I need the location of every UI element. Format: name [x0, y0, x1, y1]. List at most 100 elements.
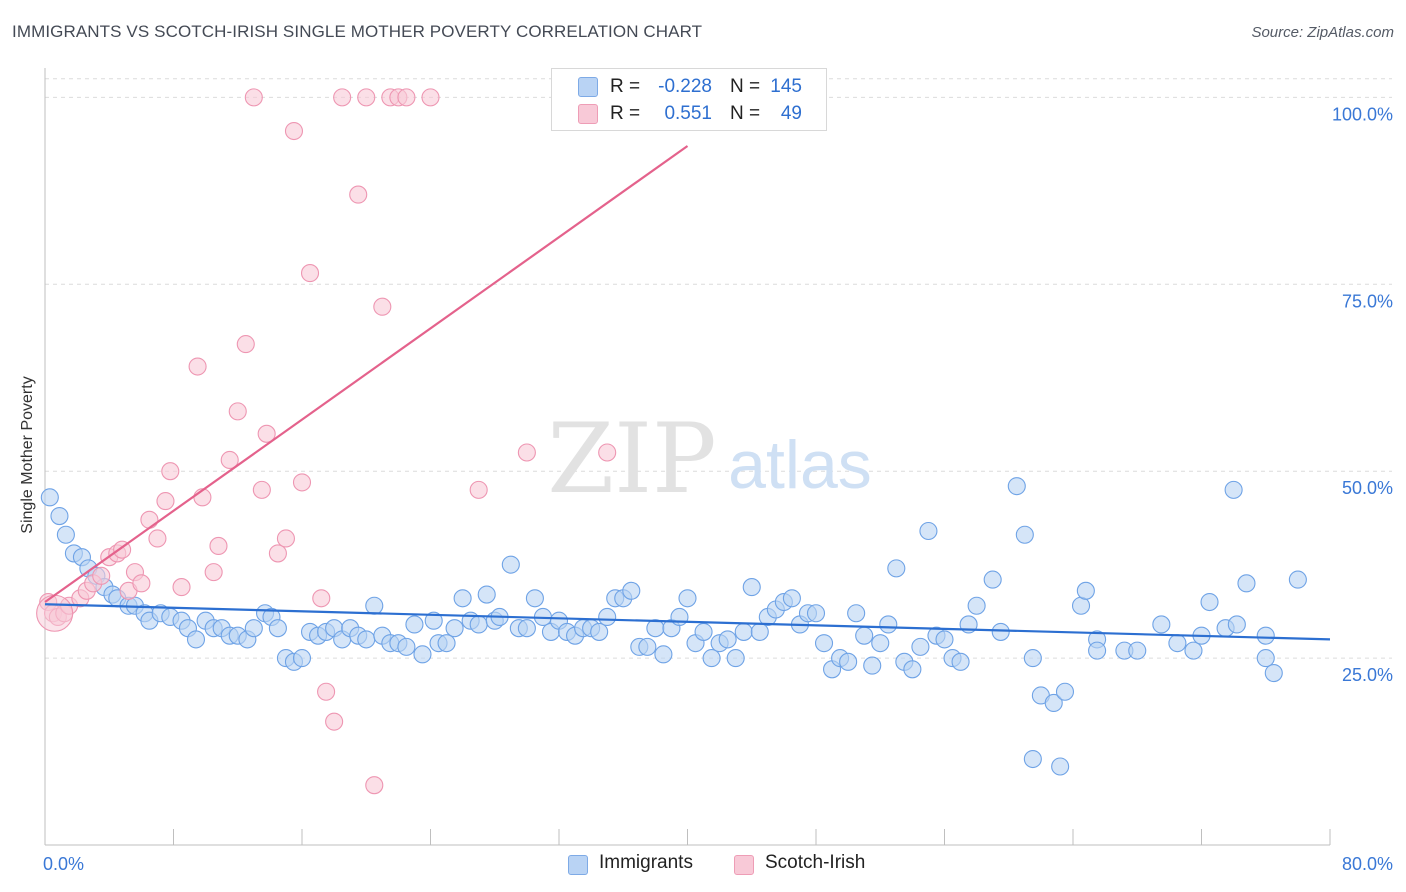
point-immigrants	[726, 649, 745, 668]
y-tick-label: 50.0%	[1342, 478, 1393, 498]
point-immigrants	[1264, 663, 1283, 683]
point-scotch-irish	[236, 335, 255, 354]
point-immigrants	[1224, 480, 1243, 499]
point-immigrants	[453, 589, 472, 608]
point-immigrants	[424, 611, 443, 630]
point-immigrants	[1256, 626, 1275, 645]
point-immigrants	[357, 630, 376, 649]
point-immigrants	[1071, 596, 1091, 615]
point-immigrants	[718, 630, 737, 649]
point-scotch-irish	[349, 185, 368, 204]
point-immigrants	[365, 596, 384, 615]
point-immigrants	[839, 652, 858, 671]
point-immigrants	[871, 634, 890, 653]
point-immigrants	[1055, 682, 1075, 701]
point-immigrants	[292, 649, 312, 668]
trend-lines	[44, 145, 1331, 641]
legend-swatch-immigrants	[568, 855, 588, 875]
point-immigrants	[413, 645, 432, 664]
series-immigrants	[40, 477, 1307, 776]
point-immigrants	[887, 559, 906, 578]
point-immigrants	[678, 589, 697, 608]
legend-row-immigrants: R = -0.228 N = 145	[552, 73, 826, 99]
legend-row-scotch-irish: R = 0.551 N = 49	[552, 100, 826, 126]
source-label: Source: ZipAtlas.com	[1251, 24, 1394, 41]
point-immigrants	[967, 596, 986, 615]
point-immigrants	[1044, 693, 1063, 713]
point-scotch-irish	[132, 574, 151, 593]
point-immigrants	[50, 506, 69, 526]
point-immigrants	[1288, 570, 1307, 589]
point-scotch-irish	[220, 450, 239, 470]
point-immigrants	[244, 619, 263, 638]
point-immigrants	[56, 525, 75, 544]
point-immigrants	[622, 581, 641, 600]
point-scotch-irish	[257, 424, 276, 443]
point-immigrants	[1184, 641, 1203, 660]
point-scotch-irish	[268, 544, 287, 563]
point-immigrants	[517, 619, 536, 638]
point-scotch-irish	[148, 529, 167, 548]
point-immigrants	[405, 615, 424, 634]
point-immigrants	[525, 589, 544, 608]
point-immigrants	[1023, 649, 1042, 668]
point-scotch-irish	[92, 566, 111, 585]
point-immigrants	[1088, 641, 1107, 660]
point-immigrants	[1152, 615, 1171, 634]
point-immigrants	[983, 570, 1002, 589]
legend-label-immigrants: Immigrants	[599, 852, 693, 873]
point-scotch-irish	[172, 578, 191, 597]
watermark: ZIP atlas	[547, 403, 871, 515]
legend-swatch-scotch-irish	[734, 855, 754, 875]
point-immigrants	[40, 488, 59, 507]
stats-legend: R = -0.228 N = 145 R = 0.551 N = 49	[551, 68, 827, 131]
legend-label-scotch-irish: Scotch-Irish	[765, 852, 866, 873]
watermark-atlas: atlas	[728, 427, 872, 503]
legend-n-value: 49	[780, 103, 802, 124]
point-immigrants	[814, 634, 834, 653]
point-scotch-irish	[317, 682, 336, 701]
legend-swatch-immigrants	[578, 77, 598, 97]
grid-lines	[45, 78, 1392, 659]
y-tick-label: 25.0%	[1342, 665, 1393, 685]
point-immigrants	[806, 604, 826, 623]
legend-r-value: -0.228	[658, 76, 712, 97]
point-immigrants	[646, 619, 665, 638]
tick-labels: 25.0% 50.0% 75.0% 100.0% 0.0% 80.0%	[43, 104, 1393, 874]
point-immigrants	[1237, 574, 1256, 593]
point-scotch-irish	[252, 480, 271, 499]
point-immigrants	[734, 622, 753, 641]
legend-r-value: 0.551	[664, 103, 712, 124]
point-immigrants	[469, 615, 488, 634]
point-immigrants	[991, 622, 1010, 641]
point-scotch-irish	[140, 510, 159, 529]
point-immigrants	[654, 645, 673, 664]
point-immigrants	[1168, 634, 1187, 653]
x-tick-label: 0.0%	[43, 854, 84, 874]
point-immigrants	[903, 660, 922, 679]
point-immigrants	[742, 578, 761, 597]
point-immigrants	[186, 630, 206, 649]
point-scotch-irish	[517, 443, 536, 462]
point-scotch-irish	[284, 121, 304, 141]
legend-swatch-scotch-irish	[578, 104, 598, 124]
point-immigrants	[397, 637, 416, 656]
point-scotch-irish	[209, 536, 228, 556]
y-tick-label: 75.0%	[1342, 291, 1393, 311]
point-scotch-irish	[469, 480, 488, 499]
point-immigrants	[477, 585, 496, 604]
legend-r-label: R =	[610, 103, 641, 124]
point-scotch-irish	[333, 88, 352, 107]
point-scotch-irish	[373, 297, 392, 316]
trend-line-scotch-irish	[44, 145, 689, 603]
point-immigrants	[638, 637, 657, 656]
point-immigrants	[951, 652, 970, 671]
point-immigrants	[590, 622, 609, 641]
point-scotch-irish	[204, 563, 223, 582]
point-immigrants	[437, 634, 456, 653]
point-immigrants	[702, 649, 721, 668]
point-immigrants	[1015, 525, 1034, 544]
point-immigrants	[268, 619, 287, 638]
point-immigrants	[750, 622, 769, 641]
